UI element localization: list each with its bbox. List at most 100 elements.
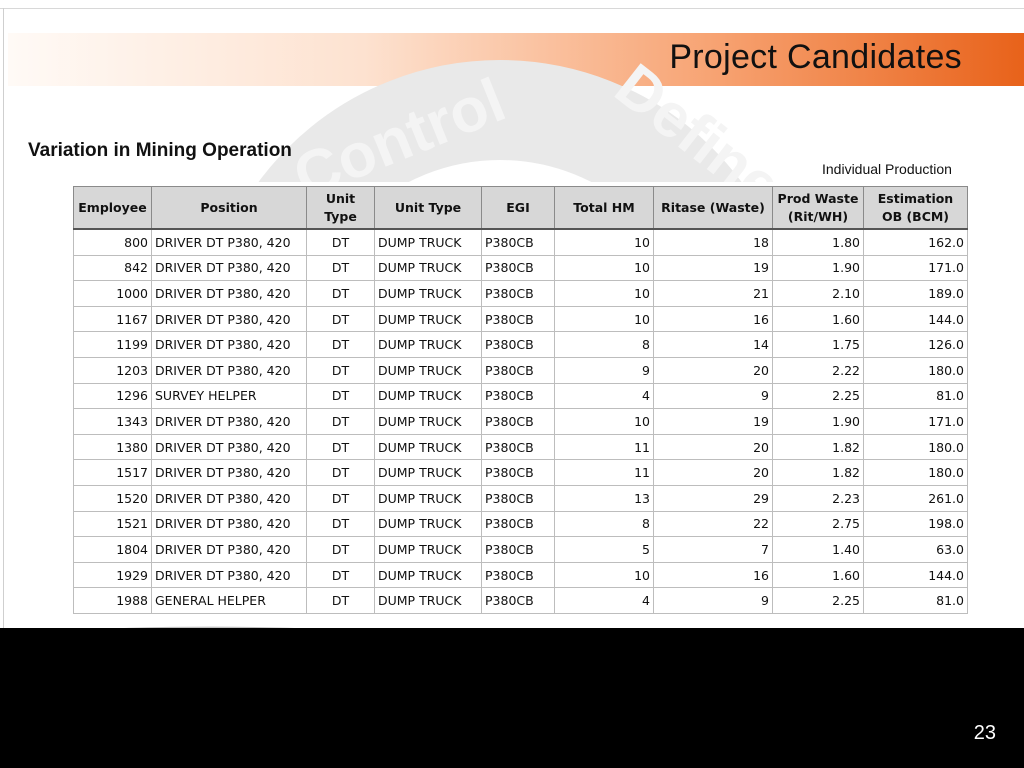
table-row: 842 DRIVER DT P380, 420 DT DUMP TRUCK P380CB…	[73, 254, 968, 282]
cell-ritase-waste: 9	[653, 587, 773, 614]
cell-egi: P380CB	[481, 356, 555, 384]
cell-estimation-ob: 144.0	[863, 561, 968, 589]
cell-unit-type-code: DT	[306, 510, 375, 538]
cell-total-hm: 11	[554, 459, 654, 486]
footer-band	[0, 628, 1024, 768]
cell-estimation-ob: 63.0	[863, 536, 968, 563]
table-row: 1520 DRIVER DT P380, 420 DT DUMP TRUCK P380C…	[73, 484, 968, 512]
cell-ritase-waste: 16	[653, 561, 773, 589]
cell-ritase-waste: 20	[653, 459, 773, 486]
table-row: 1000 DRIVER DT P380, 420 DT DUMP TRUCK P380C…	[73, 280, 968, 307]
cell-egi: P380CB	[481, 536, 555, 563]
cell-estimation-ob: 180.0	[863, 433, 968, 461]
table-row: 1521 DRIVER DT P380, 420 DT DUMP TRUCK P380C…	[73, 510, 968, 538]
cell-ritase-waste: 7	[653, 536, 773, 563]
cell-employee: 1203	[73, 356, 152, 384]
cell-unit-type-name: DUMP TRUCK	[374, 561, 482, 589]
cell-egi: P380CB	[481, 433, 555, 461]
cell-unit-type-name: DUMP TRUCK	[374, 587, 482, 614]
page-number: 23	[973, 722, 996, 744]
cell-total-hm: 8	[554, 510, 654, 538]
cell-estimation-ob: 171.0	[863, 408, 968, 435]
cell-egi: P380CB	[481, 561, 555, 589]
col-header-ritase-waste: Ritase (Waste)	[653, 186, 773, 230]
cell-position: GENERAL HELPER	[151, 587, 307, 614]
cell-unit-type-name: DUMP TRUCK	[374, 536, 482, 563]
cell-prod-waste: 1.82	[772, 459, 864, 486]
cell-ritase-waste: 20	[653, 433, 773, 461]
cell-employee: 1380	[73, 433, 152, 461]
section-subtitle: Variation in Mining Operation	[28, 140, 292, 161]
cell-unit-type-name: DUMP TRUCK	[374, 356, 482, 384]
cell-estimation-ob: 189.0	[863, 280, 968, 307]
cell-total-hm: 4	[554, 382, 654, 410]
cell-unit-type-name: DUMP TRUCK	[374, 510, 482, 538]
cell-total-hm: 13	[554, 484, 654, 512]
cell-total-hm: 9	[554, 356, 654, 384]
cell-prod-waste: 2.10	[772, 280, 864, 307]
table-row: 1804 DRIVER DT P380, 420 DT DUMP TRUCK P380C…	[73, 536, 968, 563]
cell-total-hm: 10	[554, 305, 654, 333]
cell-prod-waste: 2.75	[772, 510, 864, 538]
cell-unit-type-code: DT	[306, 587, 375, 614]
production-table-frame: Employee Position Unit Type Unit Type EG…	[69, 182, 972, 624]
cell-ritase-waste: 9	[653, 382, 773, 410]
cell-prod-waste: 2.25	[772, 587, 864, 614]
cell-egi: P380CB	[481, 228, 555, 256]
table-row: 1199 DRIVER DT P380, 420 DT DUMP TRUCK P380C…	[73, 331, 968, 358]
cell-employee: 1000	[73, 280, 152, 307]
table-row: 1296 SURVEY HELPER DT DUMP TRUCK P380CB 4 9 2.2…	[73, 382, 968, 410]
cell-unit-type-name: DUMP TRUCK	[374, 228, 482, 256]
cell-employee: 1521	[73, 510, 152, 538]
cell-ritase-waste: 18	[653, 228, 773, 256]
cell-unit-type-name: DUMP TRUCK	[374, 305, 482, 333]
cell-estimation-ob: 126.0	[863, 331, 968, 358]
table-row: 800 DRIVER DT P380, 420 DT DUMP TRUCK P380CB…	[73, 228, 968, 256]
cell-ritase-waste: 20	[653, 356, 773, 384]
cell-unit-type-code: DT	[306, 305, 375, 333]
cell-employee: 1199	[73, 331, 152, 358]
cell-unit-type-name: DUMP TRUCK	[374, 280, 482, 307]
table-row: 1988 GENERAL HELPER DT DUMP TRUCK P380CB 4 9 2.…	[73, 587, 968, 614]
cell-employee: 1517	[73, 459, 152, 486]
cell-total-hm: 10	[554, 228, 654, 256]
cell-unit-type-name: DUMP TRUCK	[374, 459, 482, 486]
cell-position: DRIVER DT P380, 420	[151, 484, 307, 512]
cell-ritase-waste: 19	[653, 254, 773, 282]
cell-employee: 842	[73, 254, 152, 282]
cell-egi: P380CB	[481, 510, 555, 538]
table-row: 1167 DRIVER DT P380, 420 DT DUMP TRUCK P380C…	[73, 305, 968, 333]
cell-ritase-waste: 14	[653, 331, 773, 358]
cell-prod-waste: 1.40	[772, 536, 864, 563]
cell-unit-type-code: DT	[306, 331, 375, 358]
cell-unit-type-code: DT	[306, 228, 375, 256]
cell-ritase-waste: 19	[653, 408, 773, 435]
cell-unit-type-name: DUMP TRUCK	[374, 484, 482, 512]
cell-position: DRIVER DT P380, 420	[151, 254, 307, 282]
cell-estimation-ob: 81.0	[863, 587, 968, 614]
cell-unit-type-name: DUMP TRUCK	[374, 433, 482, 461]
col-header-unit-type-name: Unit Type	[374, 186, 482, 230]
cell-estimation-ob: 180.0	[863, 459, 968, 486]
cell-total-hm: 8	[554, 331, 654, 358]
cell-egi: P380CB	[481, 382, 555, 410]
cell-position: DRIVER DT P380, 420	[151, 433, 307, 461]
cell-egi: P380CB	[481, 254, 555, 282]
table-row: 1929 DRIVER DT P380, 420 DT DUMP TRUCK P380C…	[73, 561, 968, 589]
cell-unit-type-code: DT	[306, 536, 375, 563]
cell-unit-type-name: DUMP TRUCK	[374, 382, 482, 410]
cell-position: DRIVER DT P380, 420	[151, 536, 307, 563]
cell-unit-type-name: DUMP TRUCK	[374, 408, 482, 435]
col-header-egi: EGI	[481, 186, 555, 230]
cell-total-hm: 10	[554, 408, 654, 435]
cell-total-hm: 10	[554, 254, 654, 282]
slide-title: Project Candidates	[669, 38, 962, 76]
cell-unit-type-code: DT	[306, 459, 375, 486]
cell-unit-type-code: DT	[306, 280, 375, 307]
cell-total-hm: 5	[554, 536, 654, 563]
cell-unit-type-code: DT	[306, 356, 375, 384]
cell-position: DRIVER DT P380, 420	[151, 356, 307, 384]
cell-position: DRIVER DT P380, 420	[151, 561, 307, 589]
cell-employee: 1929	[73, 561, 152, 589]
cell-unit-type-code: DT	[306, 484, 375, 512]
